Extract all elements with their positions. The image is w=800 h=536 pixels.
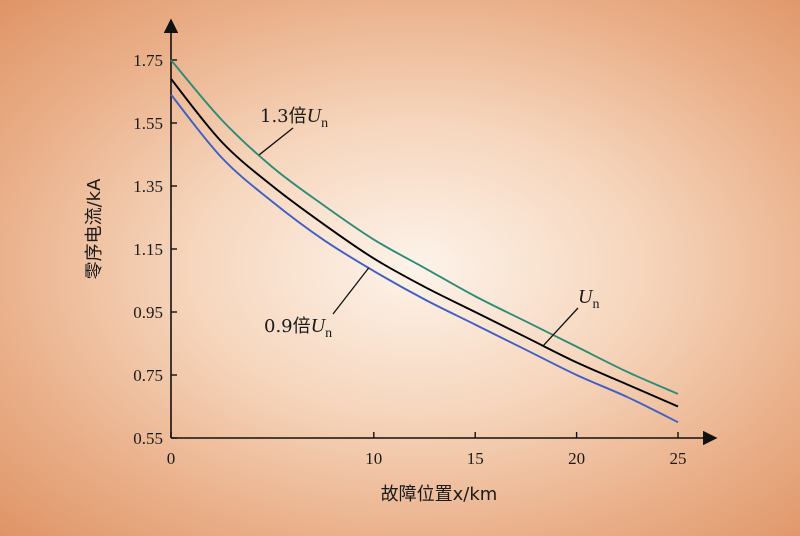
- x-tick-label: 15: [467, 449, 484, 468]
- y-tick-label: 1.35: [133, 177, 163, 196]
- y-tick-label: 0.75: [133, 366, 163, 385]
- annotation-prefix: 1.3倍: [260, 106, 307, 127]
- annotation-un-label: Un: [578, 286, 599, 312]
- annotation-subscript: n: [592, 297, 599, 312]
- annotation-1-3un-label: 1.3倍Un: [260, 105, 328, 131]
- series-line-0-9un: [170, 94, 679, 424]
- annotation-0-9un-label: 0.9倍Un: [264, 315, 332, 341]
- annotation-0-9un-leader: [332, 267, 370, 315]
- y-tick-label: 0.95: [133, 303, 163, 322]
- x-tick-label: 10: [365, 449, 382, 468]
- y-axis-ticks: 0.55 0.75 0.95 1.15 1.35 1.55 1.75: [133, 51, 177, 448]
- annotation-1-3un-leader: [258, 127, 294, 156]
- y-tick-label: 1.55: [133, 114, 163, 133]
- series-layer: [170, 59, 679, 424]
- annotation-variable: U: [307, 105, 323, 127]
- y-tick-label: 0.55: [133, 429, 163, 448]
- annotation-un-leader: [542, 307, 579, 347]
- x-tick-label: 0: [167, 449, 176, 468]
- y-tick-label: 1.75: [133, 51, 163, 70]
- series-line-un: [170, 78, 679, 408]
- x-axis-title: 故障位置x/km: [381, 484, 498, 505]
- annotation-subscript: n: [325, 326, 332, 341]
- annotation-variable: U: [578, 286, 594, 308]
- x-tick-label: 25: [670, 449, 687, 468]
- annotation-subscript: n: [321, 116, 328, 131]
- x-tick-label: 20: [568, 449, 585, 468]
- x-axis-ticks: 0 10 15 20 25: [167, 432, 687, 468]
- annotation-prefix: 0.9倍: [264, 316, 311, 337]
- series-line-1-3un: [170, 59, 679, 395]
- y-tick-label: 1.15: [133, 240, 163, 259]
- annotation-variable: U: [311, 315, 327, 337]
- y-axis-title: 零序电流/kA: [84, 178, 105, 279]
